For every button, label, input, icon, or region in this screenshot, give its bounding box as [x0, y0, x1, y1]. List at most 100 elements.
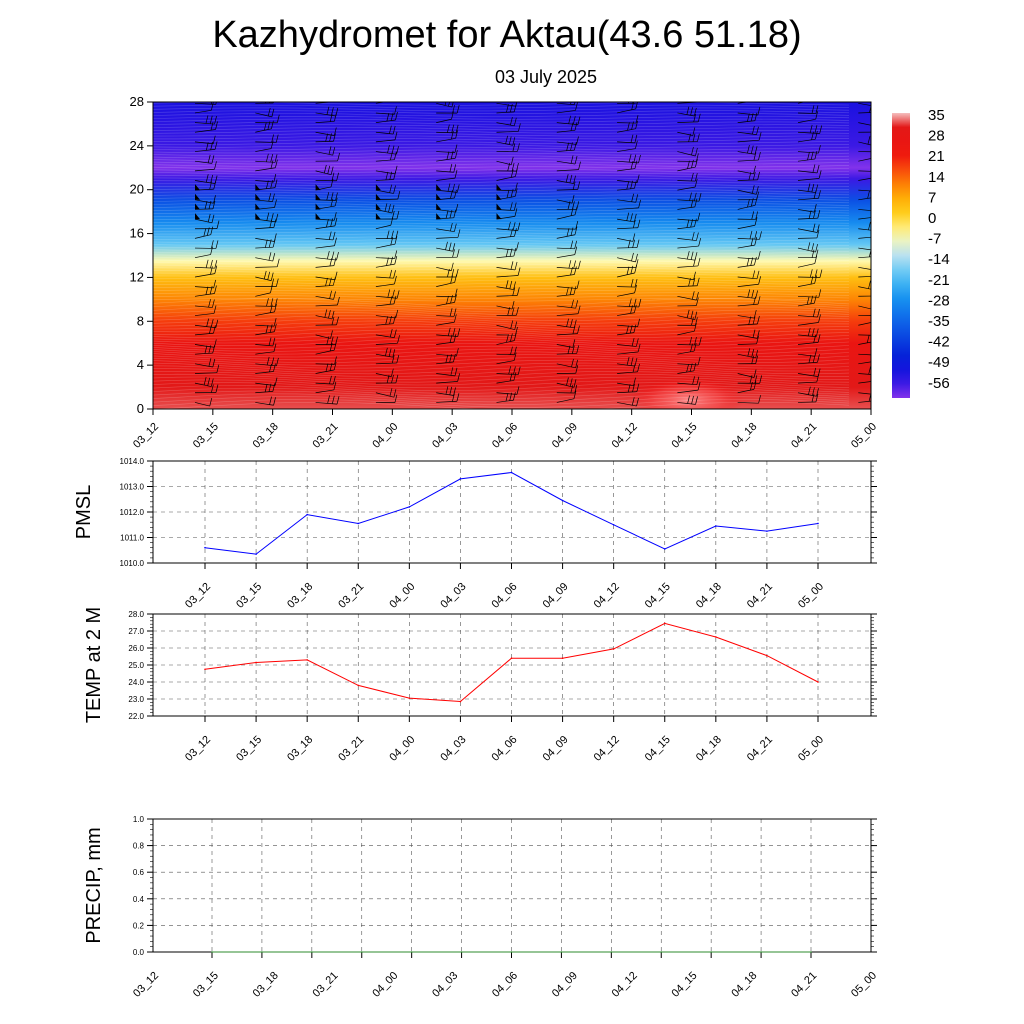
wind-barb [737, 335, 759, 345]
wind-barb [737, 106, 761, 116]
contour-line [153, 261, 850, 266]
x-tick-label: 04_00 [370, 421, 400, 451]
contour-line [153, 149, 850, 154]
contour-line [153, 258, 850, 263]
y-tick-label: 26.0 [128, 644, 144, 653]
contour-line [153, 373, 850, 383]
x-tick-label: 04_00 [387, 581, 417, 611]
y-tick-label: 12 [130, 269, 144, 284]
wind-barb [556, 384, 578, 394]
wind-barb [677, 336, 702, 346]
wind-barb [737, 369, 757, 378]
wind-barb [315, 375, 336, 385]
wind-barb [436, 111, 454, 123]
colorbar-label: 21 [928, 148, 945, 165]
wind-barb [194, 339, 217, 348]
wind-barb [315, 152, 340, 162]
colorbar-bar [892, 113, 910, 398]
wind-barb [797, 183, 819, 193]
wind-barb [375, 347, 396, 358]
data-point [306, 659, 308, 661]
temperature-contours [153, 102, 850, 409]
wind-barb [375, 250, 398, 259]
x-tick-label: 04_09 [550, 970, 580, 1000]
wind-barb [315, 296, 340, 307]
contour-line [153, 306, 850, 316]
wind-barb [556, 174, 576, 184]
wind-barb [194, 299, 215, 308]
wind-barb [677, 382, 701, 394]
wind-barb [797, 229, 820, 239]
wind-barb [255, 356, 279, 367]
wind-barb [496, 162, 519, 172]
wind-barb [436, 308, 457, 317]
wind-barb [436, 183, 460, 193]
contour-line [153, 135, 850, 140]
data-point [612, 648, 615, 650]
wind-barb [556, 136, 579, 145]
wind-barb [375, 275, 397, 287]
wind-barb [797, 308, 820, 318]
wind-barb [375, 354, 400, 365]
contour-line [153, 183, 850, 187]
wind-barb [797, 111, 818, 123]
wind-barb [677, 297, 699, 307]
x-tick-label: 04_06 [490, 581, 520, 611]
data-point [459, 700, 462, 703]
wind-barb [556, 161, 581, 172]
colorbar-labels: 35 28 21 14 7 0 -7 -14 -21 -28 -35 -42 -49 -56 [928, 107, 950, 392]
wind-barb [858, 305, 871, 310]
wind-barb [436, 104, 460, 114]
wind-barb [556, 286, 577, 297]
wind-barb [375, 328, 397, 338]
wind-barb [858, 353, 871, 356]
contour-line [153, 281, 850, 285]
wind-barb [255, 107, 275, 118]
wind-barb [677, 178, 698, 191]
wind-barb [496, 208, 518, 220]
wind-barb [315, 212, 337, 221]
x-tick-label: 05_00 [849, 970, 879, 1000]
y-tick-label: 1.0 [133, 815, 145, 824]
contour-line [153, 230, 850, 235]
data-point [306, 513, 308, 516]
x-tick-label: 04_15 [670, 421, 700, 451]
wind-barb [677, 192, 702, 202]
wind-barb [315, 127, 337, 136]
contour-line [153, 283, 850, 288]
wind-barb [677, 153, 699, 162]
contour-line [153, 211, 850, 215]
wind-barb [375, 125, 396, 135]
wind-barb [677, 212, 701, 222]
wind-barb [375, 144, 399, 155]
data-point [255, 661, 257, 664]
panel-frame [152, 460, 872, 564]
x-tick-label: 03_18 [251, 970, 281, 1000]
wind-barb [737, 191, 760, 201]
figure-title: Kazhydromet for Aktau(43.6 51.18) [212, 14, 801, 56]
wind-barb [797, 164, 820, 174]
contour-line [153, 144, 850, 148]
contour-line [153, 247, 850, 252]
x-tick-label: 05_00 [849, 421, 879, 451]
data-point [211, 951, 213, 953]
wind-barb [556, 260, 581, 270]
data-point [357, 684, 360, 687]
contour-line [153, 213, 850, 218]
wind-barb [797, 334, 821, 345]
wind-barb [315, 356, 337, 365]
wind-barb [255, 396, 276, 406]
contour-line [153, 320, 850, 330]
wind-barb [556, 339, 576, 348]
wind-barb [496, 103, 517, 114]
x-tick-label: 04_06 [490, 421, 520, 451]
wind-barb [375, 335, 400, 345]
wind-barb [737, 256, 757, 268]
x-tick-label: 04_15 [670, 970, 700, 1000]
wind-barb [556, 246, 578, 259]
contour-line [153, 104, 850, 109]
x-tick-label: 03_15 [234, 581, 264, 611]
x-tick-label: 04_06 [490, 970, 520, 1000]
wind-barb [496, 366, 521, 376]
contour-line [153, 228, 850, 232]
